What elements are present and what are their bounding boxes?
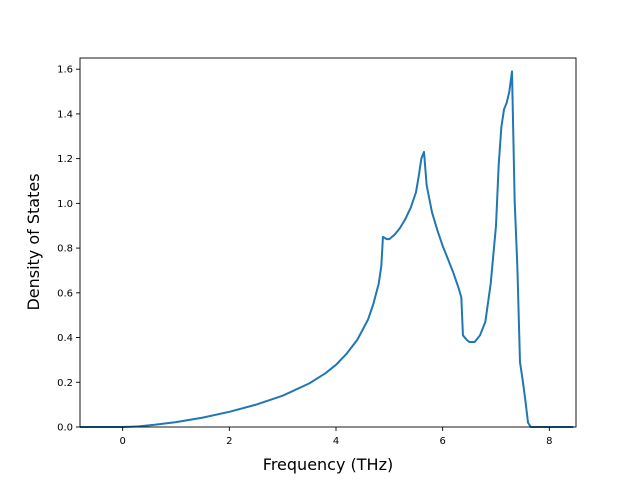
- x-axis-ticks: 0 2 4 6 8: [119, 427, 553, 447]
- y-tick-label: 0.6: [57, 288, 73, 299]
- y-tick-label: 0.8: [57, 244, 73, 255]
- x-tick-label: 6: [439, 436, 445, 447]
- y-tick-label: 1.6: [57, 65, 73, 76]
- x-tick-label: 0: [119, 436, 125, 447]
- y-tick-label: 1.2: [57, 154, 73, 165]
- y-tick-label: 0.2: [57, 378, 73, 389]
- axes-frame: [79, 57, 577, 428]
- y-tick-label: 1.4: [57, 109, 73, 120]
- dos-series-line: [80, 70, 574, 428]
- y-tick-label: 1.0: [57, 199, 73, 210]
- y-axis-label: Density of States: [24, 173, 43, 310]
- x-tick-label: 2: [226, 436, 232, 447]
- y-tick-label: 0.4: [57, 333, 73, 344]
- x-axis-label: Frequency (THz): [263, 455, 393, 474]
- y-tick-label: 0.0: [57, 423, 73, 434]
- x-tick-label: 4: [333, 436, 339, 447]
- y-axis-ticks: 0.0 0.2 0.4 0.6 0.8 1.0 1.2 1.4 1.6: [57, 65, 80, 434]
- plot-area: [79, 57, 577, 428]
- x-tick-label: 8: [546, 436, 552, 447]
